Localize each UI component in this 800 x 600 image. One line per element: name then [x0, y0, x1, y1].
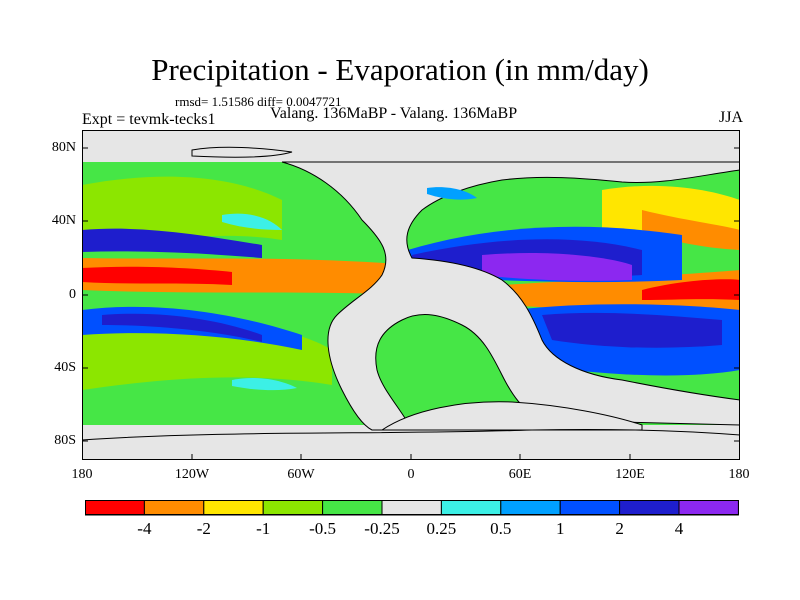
- tropical-dry-band-west: [82, 258, 412, 295]
- lon-label-180e: 180: [728, 467, 750, 482]
- arctic-neutral: [82, 130, 740, 162]
- colorbar-cell: [322, 500, 383, 516]
- colorbar-cell: [85, 500, 145, 516]
- sh-wet-core-east: [542, 312, 722, 348]
- map-ticks: [82, 147, 740, 460]
- arctic-coastline: [191, 146, 293, 158]
- lon-label-0: 0: [407, 467, 415, 482]
- antarctic-coastline: [82, 428, 740, 441]
- colorbar-cell: [678, 500, 739, 516]
- lat-label-40s: 40S: [54, 360, 76, 375]
- colorbar: [85, 500, 739, 516]
- tropical-red-core-east: [642, 279, 740, 300]
- nh-wet-band-west: [82, 228, 262, 258]
- map-panel: [82, 130, 740, 460]
- nw-pacific-orange: [642, 210, 740, 250]
- blue-patch-north: [427, 187, 477, 200]
- lat-label-40n: 40N: [51, 213, 76, 228]
- cyan-patch-2: [232, 377, 297, 391]
- lon-label-180w: 180: [71, 467, 93, 482]
- season-label: JJA: [718, 109, 743, 126]
- lon-label-120e: 120E: [615, 467, 645, 482]
- colorbar-cell: [440, 500, 502, 516]
- colorbar-cell: [381, 500, 442, 516]
- colorbar-cell: [203, 500, 264, 516]
- lon-label-60e: 60E: [508, 467, 532, 482]
- lon-label-60w: 60W: [287, 467, 315, 482]
- experiment-label: Expt = tevmk-tecks1: [82, 111, 216, 128]
- colorbar-label: -2: [196, 519, 211, 538]
- lat-label-80n: 80N: [51, 140, 76, 155]
- colorbar-cell: [500, 500, 561, 516]
- colorbar-border: [85, 500, 739, 515]
- lon-label-120w: 120W: [174, 467, 210, 482]
- colorbar-label: 0.5: [490, 519, 512, 538]
- contour-map: [82, 130, 740, 460]
- page-title: Precipitation - Evaporation (in mm/day): [151, 52, 649, 87]
- colorbar-label: 0.25: [426, 519, 457, 538]
- tropical-red-core-west: [82, 266, 232, 285]
- colorbar-label: 4: [674, 519, 684, 538]
- cyan-patch-1: [222, 213, 282, 230]
- colorbar-cell: [559, 500, 621, 516]
- lat-label-0: 0: [69, 287, 76, 302]
- colorbar-label: -0.25: [364, 519, 400, 538]
- colorbar-label: 1: [555, 519, 565, 538]
- colorbar-label: -4: [137, 519, 152, 538]
- colorbar-cell: [143, 500, 205, 516]
- colorbar-label: 2: [615, 519, 624, 538]
- nh-wet-purple-east: [482, 253, 632, 281]
- colorbar-label: -0.5: [309, 519, 337, 538]
- colorbar-cell: [262, 500, 324, 516]
- stats-label: rmsd= 1.51586 diff= 0.0047721: [175, 94, 342, 109]
- colorbar-cell: [619, 500, 680, 516]
- colorbar-label: -1: [256, 519, 271, 538]
- lat-label-80s: 80S: [54, 433, 76, 448]
- southern-landmass: [380, 401, 643, 431]
- comparison-label: Valang. 136MaBP - Valang. 136MaBP: [270, 105, 518, 122]
- sh-wet-core-west: [102, 313, 262, 342]
